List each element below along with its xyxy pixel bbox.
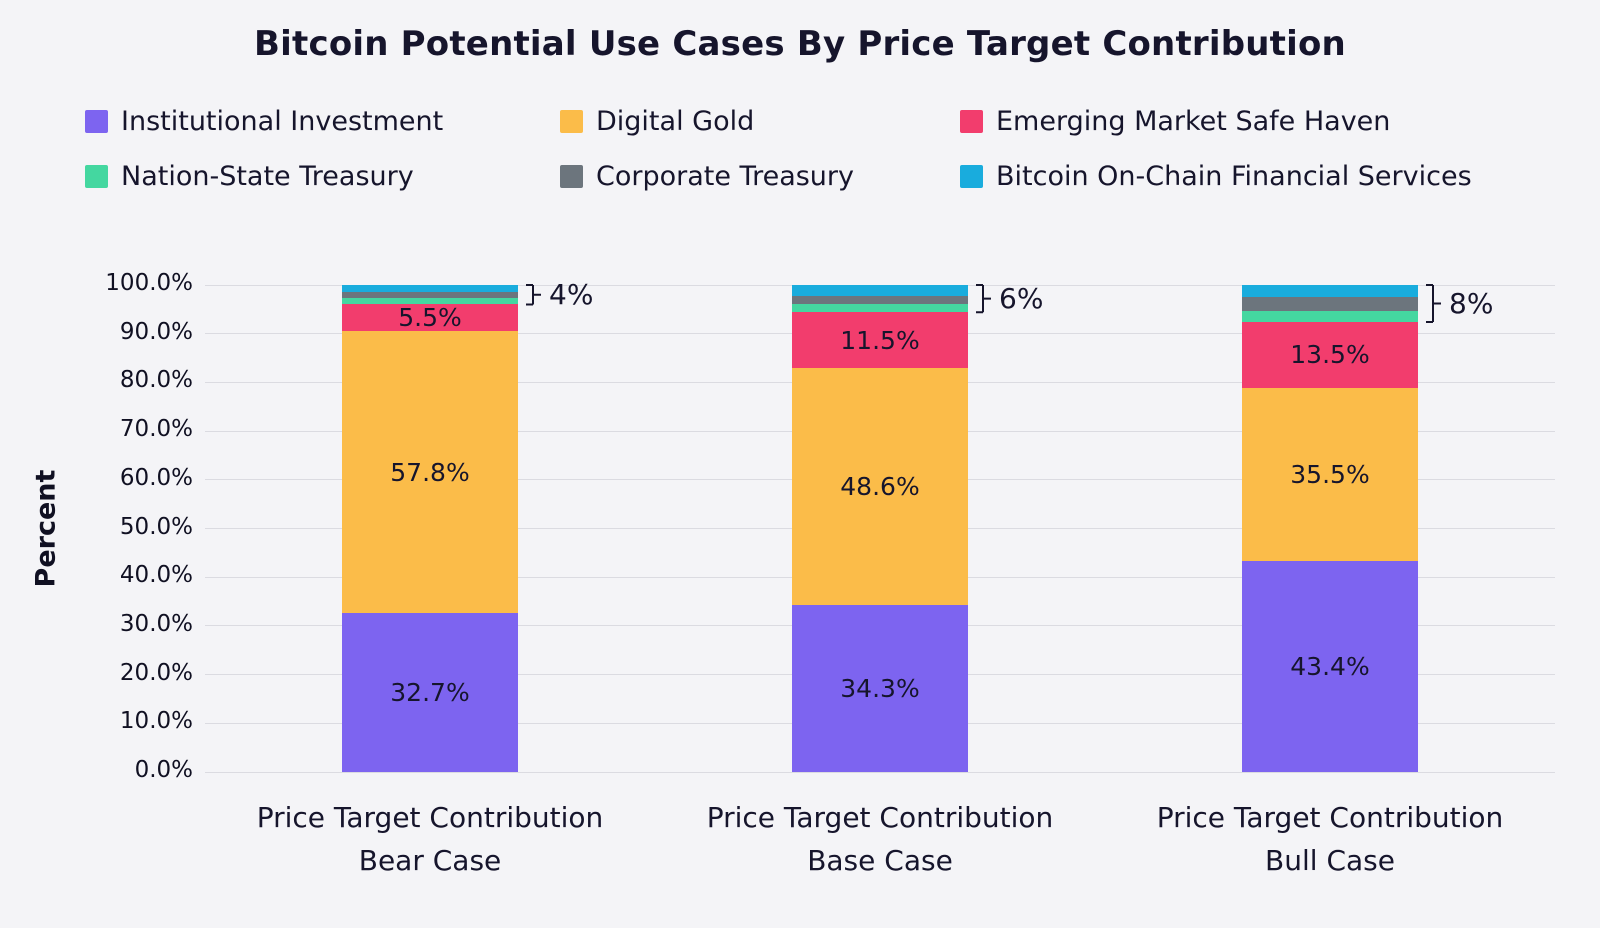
y-tick-label: 10.0% — [119, 708, 193, 735]
segment-value-label: 32.7% — [390, 677, 470, 707]
legend-label: Digital Gold — [596, 106, 755, 137]
bar-segment — [342, 298, 518, 305]
bar-segment: 48.6% — [792, 368, 968, 605]
x-category-label-line: Price Target Contribution — [256, 801, 604, 834]
x-category-label-line: Price Target Contribution — [1156, 801, 1504, 834]
x-category-label-line: Price Target Contribution — [706, 801, 1054, 834]
x-category-label-line: Bull Case — [1265, 844, 1395, 878]
annotation-bracket — [526, 284, 541, 306]
annotation-label: 4% — [549, 277, 594, 311]
plot-area: 32.7% 57.8% 5.5% 34.3% 48.6% 11.5% 43.4% 35.5% 1… — [205, 278, 1555, 773]
y-tick-label: 80.0% — [119, 367, 193, 394]
legend-swatch-icon — [560, 165, 583, 188]
bar-segment: 32.7% — [342, 612, 518, 772]
bar-segment: 43.4% — [1242, 560, 1418, 772]
segment-value-label: 57.8% — [390, 457, 470, 487]
bar-segment: 34.3% — [792, 604, 968, 772]
x-category-label: Price Target Contribution Bear Case — [205, 796, 655, 883]
legend-swatch-icon — [85, 165, 108, 188]
segment-value-label: 34.3% — [840, 673, 920, 703]
bar-segment — [342, 285, 518, 292]
y-tick-label: 90.0% — [119, 318, 193, 345]
y-axis-title: Percent — [30, 469, 62, 587]
bar-segment — [792, 304, 968, 313]
x-category-label: Price Target Contribution Bull Case — [1105, 796, 1555, 883]
segment-value-label: 48.6% — [840, 472, 920, 502]
segment-value-label: 13.5% — [1290, 340, 1370, 370]
bar-segment — [792, 285, 968, 296]
y-tick-label: 30.0% — [119, 610, 193, 637]
segment-value-label: 11.5% — [840, 325, 920, 355]
x-category-label-line: Base Case — [807, 844, 953, 878]
chart-title: Bitcoin Potential Use Cases By Price Tar… — [254, 24, 1346, 64]
bar-segment — [1242, 296, 1418, 312]
legend-label: Bitcoin On-Chain Financial Services — [996, 161, 1472, 192]
gridline — [205, 771, 1555, 773]
legend-item: Nation-State Treasury — [85, 161, 560, 192]
annotation-bracket — [1426, 284, 1441, 324]
x-category-label-line: Bear Case — [358, 844, 502, 878]
legend-item: Emerging Market Safe Haven — [960, 106, 1472, 137]
legend-item: Institutional Investment — [85, 106, 560, 137]
bar-segment: 35.5% — [1242, 387, 1418, 561]
segment-value-label: 5.5% — [398, 303, 462, 333]
chart-area: Percent 32.7% 57.8% 5.5% 34.3% 48.6% 11.5% 43.… — [0, 240, 1600, 920]
legend-label: Institutional Investment — [121, 106, 444, 137]
legend-label: Nation-State Treasury — [121, 161, 414, 192]
y-tick-label: 60.0% — [119, 464, 193, 491]
y-tick-label: 100.0% — [105, 270, 193, 296]
legend-item: Corporate Treasury — [560, 161, 960, 192]
bar-segment: 13.5% — [1242, 322, 1418, 388]
segment-value-label: 35.5% — [1290, 459, 1370, 489]
annotation-bracket — [976, 284, 991, 314]
legend-swatch-icon — [560, 110, 583, 133]
legend-swatch-icon — [960, 165, 983, 188]
y-tick-label: 70.0% — [119, 416, 193, 443]
x-category-label: Price Target Contribution Base Case — [655, 796, 1105, 883]
annotation-label: 8% — [1449, 286, 1494, 320]
y-tick-label: 50.0% — [119, 513, 193, 540]
legend-swatch-icon — [85, 110, 108, 133]
bar-segment — [1242, 311, 1418, 323]
y-tick-label: 20.0% — [119, 659, 193, 686]
bar-segment: 57.8% — [342, 331, 518, 613]
bar-segment — [342, 291, 518, 299]
segment-value-label: 43.4% — [1290, 651, 1370, 681]
legend-swatch-icon — [960, 110, 983, 133]
legend-item: Bitcoin On-Chain Financial Services — [960, 161, 1472, 192]
legend-item: Digital Gold — [560, 106, 960, 137]
y-tick-label: 40.0% — [119, 562, 193, 589]
legend-label: Emerging Market Safe Haven — [996, 106, 1391, 137]
y-tick-label: 0.0% — [134, 757, 193, 783]
bar-segment — [1242, 285, 1418, 297]
bar-segment: 11.5% — [792, 312, 968, 369]
bar-segment — [792, 295, 968, 304]
gridline — [205, 284, 1555, 286]
annotation-label: 6% — [999, 281, 1044, 315]
bar-segment: 5.5% — [342, 303, 518, 333]
legend-label: Corporate Treasury — [596, 161, 855, 192]
legend: Institutional Investment Digital Gold Emer… — [85, 106, 1472, 192]
